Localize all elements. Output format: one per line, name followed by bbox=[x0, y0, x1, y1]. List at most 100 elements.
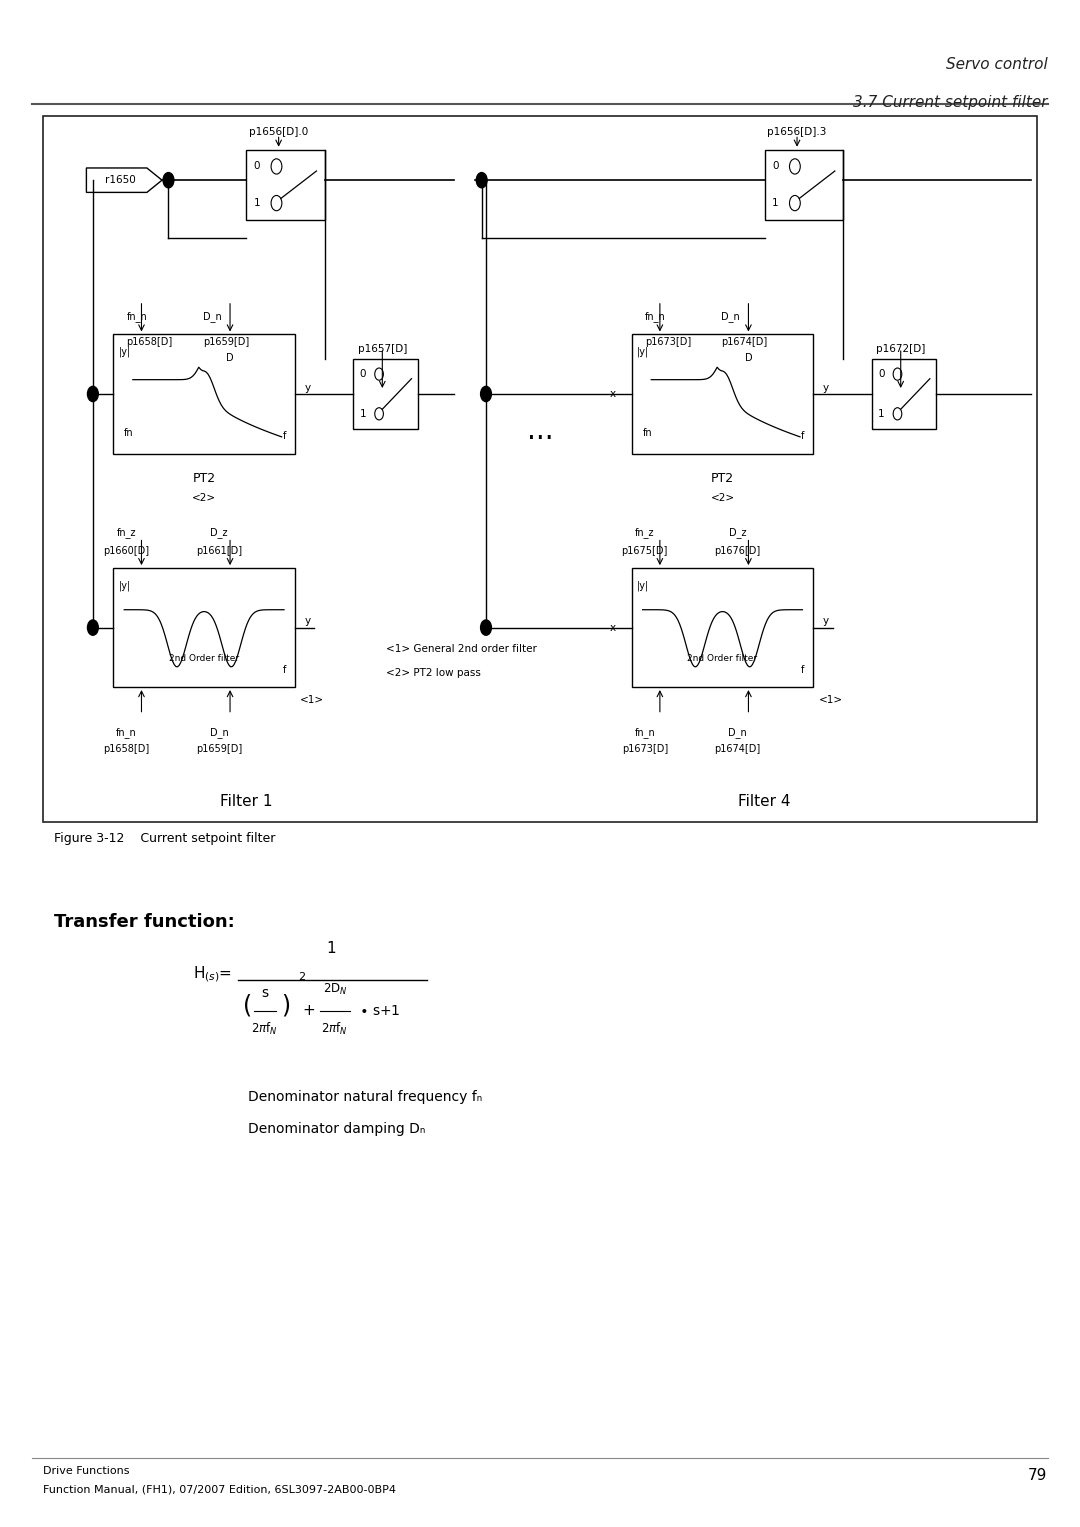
Bar bbox=[113, 568, 295, 687]
Text: D_z: D_z bbox=[729, 527, 746, 538]
Text: fn_z: fn_z bbox=[117, 527, 136, 538]
Text: $($: $($ bbox=[242, 991, 252, 1019]
Text: x: x bbox=[91, 389, 97, 399]
Text: p1674[D]: p1674[D] bbox=[715, 744, 760, 754]
Text: 1: 1 bbox=[878, 409, 885, 418]
Text: D_z: D_z bbox=[211, 527, 228, 538]
Bar bbox=[632, 568, 813, 687]
Text: fn_n: fn_n bbox=[634, 727, 656, 738]
Text: fn: fn bbox=[643, 428, 652, 438]
Text: y: y bbox=[305, 383, 311, 392]
Text: 2$\pi$f$_N$: 2$\pi$f$_N$ bbox=[252, 1022, 278, 1037]
Text: 2nd Order filter: 2nd Order filter bbox=[688, 654, 757, 663]
Text: fn_n: fn_n bbox=[645, 312, 665, 322]
Bar bbox=[353, 359, 418, 429]
Circle shape bbox=[481, 620, 491, 635]
Circle shape bbox=[476, 173, 487, 188]
Text: Function Manual, (FH1), 07/2007 Edition, 6SL3097-2AB00-0BP4: Function Manual, (FH1), 07/2007 Edition,… bbox=[43, 1484, 396, 1495]
Bar bbox=[43, 116, 1037, 822]
Circle shape bbox=[87, 386, 98, 402]
Text: x: x bbox=[91, 623, 97, 632]
Text: 3.7 Current setpoint filter: 3.7 Current setpoint filter bbox=[853, 95, 1048, 110]
Text: x: x bbox=[609, 623, 616, 632]
Text: Denominator natural frequency fₙ: Denominator natural frequency fₙ bbox=[248, 1090, 483, 1104]
Text: Servo control: Servo control bbox=[946, 56, 1048, 72]
Text: 0: 0 bbox=[360, 370, 366, 379]
Text: Transfer function:: Transfer function: bbox=[54, 913, 234, 931]
Text: p1656[D].3: p1656[D].3 bbox=[768, 127, 826, 137]
Text: p1674[D]: p1674[D] bbox=[721, 337, 768, 348]
Text: fn_n: fn_n bbox=[116, 727, 137, 738]
Text: p1675[D]: p1675[D] bbox=[622, 545, 667, 556]
Text: <1>: <1> bbox=[300, 695, 324, 705]
Text: 1: 1 bbox=[254, 199, 260, 208]
Text: |y|: |y| bbox=[637, 580, 649, 591]
Text: H$_{(s)}$=: H$_{(s)}$= bbox=[193, 965, 232, 983]
Text: D_n: D_n bbox=[728, 727, 747, 738]
Circle shape bbox=[87, 620, 98, 635]
Bar bbox=[872, 359, 936, 429]
Text: p1673[D]: p1673[D] bbox=[622, 744, 667, 754]
Text: x: x bbox=[609, 389, 616, 399]
Text: p1676[D]: p1676[D] bbox=[715, 545, 760, 556]
Text: p1658[D]: p1658[D] bbox=[126, 337, 173, 348]
Text: Figure 3-12    Current setpoint filter: Figure 3-12 Current setpoint filter bbox=[54, 832, 275, 846]
Text: f: f bbox=[801, 431, 805, 441]
Text: PT2: PT2 bbox=[711, 472, 734, 486]
Text: fn_z: fn_z bbox=[635, 527, 654, 538]
Text: p1660[D]: p1660[D] bbox=[104, 545, 149, 556]
Text: 1: 1 bbox=[327, 941, 336, 956]
Text: D_n: D_n bbox=[721, 312, 740, 322]
Text: s: s bbox=[261, 985, 268, 1000]
Text: <2> PT2 low pass: <2> PT2 low pass bbox=[386, 667, 481, 678]
Text: 1: 1 bbox=[772, 199, 779, 208]
Text: <2>: <2> bbox=[711, 493, 734, 504]
Text: 79: 79 bbox=[1028, 1467, 1048, 1483]
Text: D: D bbox=[226, 353, 234, 363]
Text: D_n: D_n bbox=[203, 312, 221, 322]
Text: fn: fn bbox=[124, 428, 134, 438]
Text: <1>: <1> bbox=[819, 695, 842, 705]
Text: f: f bbox=[283, 431, 286, 441]
Text: |y|: |y| bbox=[119, 347, 131, 357]
Text: 2nd Order filter: 2nd Order filter bbox=[170, 654, 239, 663]
Text: 2: 2 bbox=[298, 973, 306, 982]
Text: p1659[D]: p1659[D] bbox=[203, 337, 249, 348]
Text: f: f bbox=[801, 664, 805, 675]
Text: $)$: $)$ bbox=[281, 991, 289, 1019]
Circle shape bbox=[481, 386, 491, 402]
Text: PT2: PT2 bbox=[192, 472, 216, 486]
Text: p1658[D]: p1658[D] bbox=[104, 744, 149, 754]
Text: Filter 4: Filter 4 bbox=[739, 794, 791, 809]
Text: |y|: |y| bbox=[637, 347, 649, 357]
Text: Denominator damping Dₙ: Denominator damping Dₙ bbox=[248, 1122, 426, 1136]
Text: 0: 0 bbox=[878, 370, 885, 379]
Text: 1: 1 bbox=[360, 409, 366, 418]
Text: p1673[D]: p1673[D] bbox=[645, 337, 691, 348]
Text: 0: 0 bbox=[772, 162, 779, 171]
Bar bbox=[113, 334, 295, 454]
Text: p1657[D]: p1657[D] bbox=[357, 344, 407, 354]
Text: y: y bbox=[823, 617, 829, 626]
Text: Drive Functions: Drive Functions bbox=[43, 1466, 130, 1477]
Text: p1656[D].0: p1656[D].0 bbox=[249, 127, 308, 137]
Text: r1650: r1650 bbox=[105, 176, 135, 185]
Text: D_n: D_n bbox=[210, 727, 229, 738]
Text: f: f bbox=[283, 664, 286, 675]
Text: 0: 0 bbox=[254, 162, 260, 171]
Text: y: y bbox=[305, 617, 311, 626]
Text: ...: ... bbox=[527, 417, 553, 444]
Text: y: y bbox=[823, 383, 829, 392]
Text: +: + bbox=[302, 1003, 315, 1019]
Circle shape bbox=[163, 173, 174, 188]
Text: $\bullet$ s+1: $\bullet$ s+1 bbox=[359, 1003, 400, 1019]
Text: 2D$_N$: 2D$_N$ bbox=[323, 982, 347, 997]
Text: Filter 1: Filter 1 bbox=[220, 794, 272, 809]
Text: 2$\pi$f$_N$: 2$\pi$f$_N$ bbox=[322, 1022, 348, 1037]
Text: p1661[D]: p1661[D] bbox=[197, 545, 242, 556]
Text: p1672[D]: p1672[D] bbox=[876, 344, 926, 354]
Text: |y|: |y| bbox=[119, 580, 131, 591]
Text: <2>: <2> bbox=[192, 493, 216, 504]
Text: D: D bbox=[744, 353, 753, 363]
Bar bbox=[765, 150, 843, 220]
